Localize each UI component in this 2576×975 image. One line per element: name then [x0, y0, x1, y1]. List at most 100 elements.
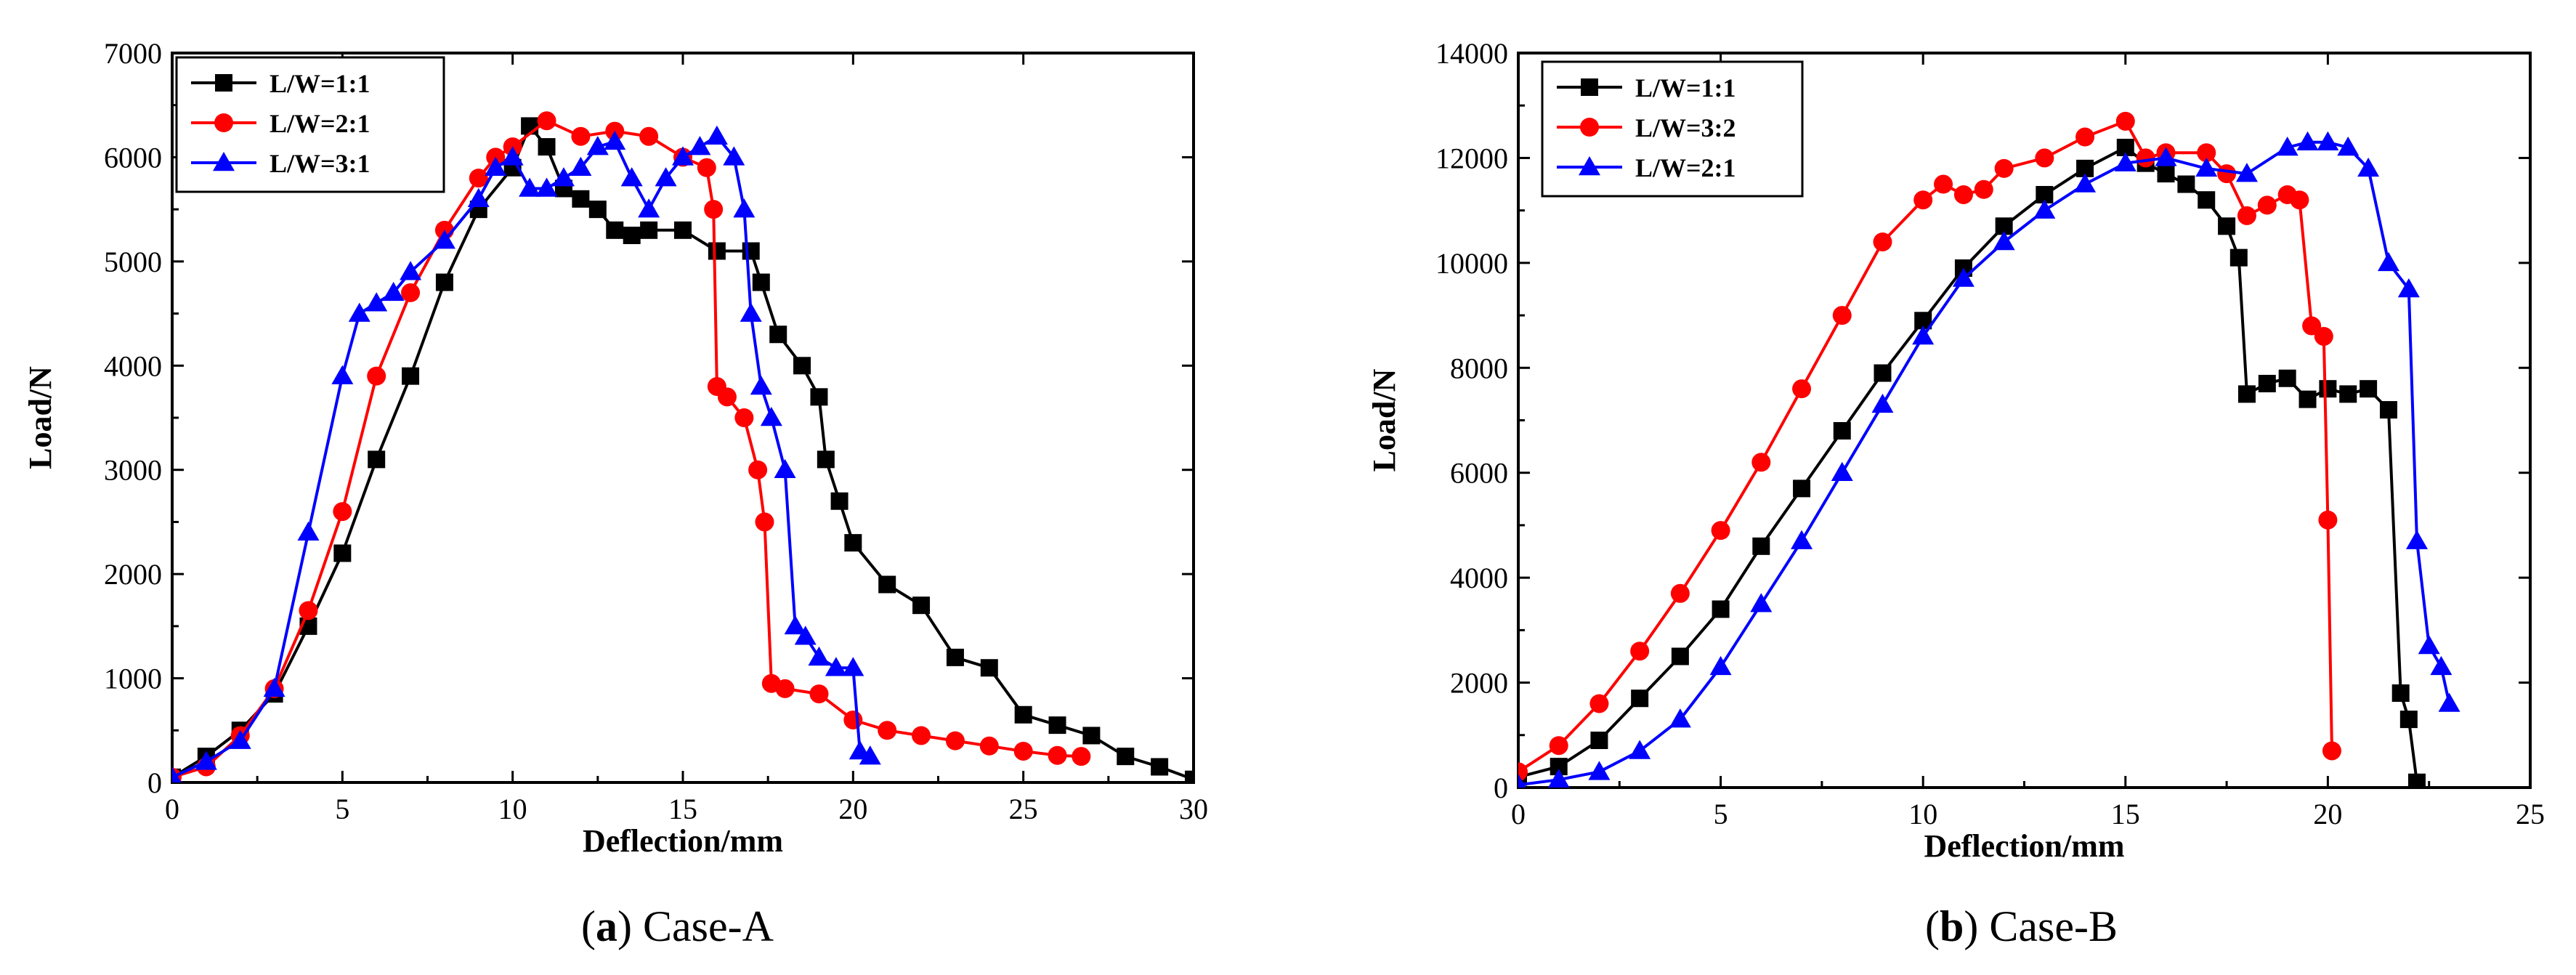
- data-point: [1791, 530, 1813, 549]
- data-point: [2278, 369, 2296, 387]
- legend-marker: [1580, 118, 1599, 137]
- data-point: [400, 261, 422, 280]
- data-point: [2197, 143, 2216, 163]
- data-point: [2339, 385, 2357, 403]
- data-point: [672, 146, 694, 166]
- series-line: [1518, 146, 2418, 783]
- data-point: [1629, 740, 1651, 759]
- data-point: [367, 366, 386, 386]
- caption-letter: b: [1940, 902, 1964, 950]
- data-point: [382, 281, 405, 302]
- data-point: [2177, 175, 2195, 193]
- data-point: [1750, 593, 1773, 612]
- legend-label: L/W=1:1: [270, 69, 370, 98]
- data-point: [604, 130, 626, 150]
- data-point: [2114, 152, 2136, 171]
- data-point: [2257, 195, 2277, 215]
- data-point: [1752, 537, 1770, 555]
- data-point: [1709, 655, 1732, 676]
- x-tick-label: 5: [1714, 798, 1728, 830]
- data-point: [1994, 158, 2014, 178]
- data-point: [2229, 248, 2248, 267]
- data-point: [2397, 278, 2420, 298]
- data-point: [1711, 521, 1730, 541]
- data-point: [1048, 745, 1067, 765]
- data-point: [2360, 380, 2378, 398]
- data-point: [2217, 164, 2237, 184]
- caption-paren-open: (: [581, 902, 596, 950]
- data-point: [2258, 374, 2276, 392]
- data-point: [469, 169, 488, 188]
- data-point: [717, 387, 737, 407]
- data-point: [2314, 326, 2333, 346]
- data-point: [2296, 131, 2319, 151]
- data-point: [2155, 147, 2177, 166]
- data-point: [639, 126, 659, 146]
- data-point: [195, 751, 217, 770]
- data-point: [1953, 185, 1973, 204]
- x-tick-label: 20: [838, 793, 867, 825]
- data-point: [1549, 736, 1568, 756]
- chart-panel-a: 0 5 10 15 20 25 30 0 1000 2000 3000 4000 5000 6000 700…: [23, 37, 1208, 950]
- data-point: [2317, 131, 2339, 151]
- data-point: [859, 745, 881, 765]
- data-point: [1117, 748, 1135, 766]
- data-point: [2235, 163, 2258, 182]
- data-point: [2218, 217, 2236, 235]
- series-group: [172, 111, 1194, 782]
- legend-marker: [214, 113, 233, 132]
- data-point: [433, 230, 455, 249]
- data-point: [674, 221, 692, 239]
- data-point: [401, 283, 421, 302]
- data-point: [794, 626, 817, 645]
- x-tick-label: 10: [1908, 798, 1937, 830]
- data-point: [1833, 421, 1851, 440]
- caption-text: Case-B: [1989, 902, 2118, 950]
- data-point: [844, 534, 862, 552]
- y-tick-label: 6000: [104, 141, 162, 174]
- data-point: [570, 156, 592, 177]
- data-point: [742, 242, 760, 260]
- data-point: [1072, 747, 1091, 766]
- legend-label: L/W=1:1: [1635, 73, 1736, 102]
- data-point: [1590, 732, 1608, 750]
- x-tick-label: 20: [2313, 798, 2342, 830]
- y-tick-label: 3000: [104, 454, 162, 487]
- x-axis-title: Deflection/mm: [583, 823, 783, 859]
- chart-panel-b: 0 5 10 15 20 25 0 2000 4000 6000 8000 10000 12000 140…: [1366, 37, 2545, 950]
- y-tick-label: 4000: [104, 349, 162, 382]
- data-point: [843, 710, 863, 729]
- data-point: [2136, 148, 2155, 168]
- caption-letter: a: [596, 902, 617, 950]
- data-point: [774, 458, 796, 478]
- data-point: [467, 187, 490, 208]
- data-point: [1630, 642, 1650, 661]
- data-point: [704, 200, 724, 219]
- y-axis-title: Load/N: [23, 366, 58, 469]
- y-tick-label: 2000: [1450, 667, 1508, 700]
- data-point: [1873, 232, 1892, 251]
- data-point: [708, 242, 726, 260]
- data-point: [365, 292, 388, 312]
- data-point: [760, 407, 782, 426]
- y-tick-label: 2000: [104, 558, 162, 591]
- y-tick-label: 8000: [1450, 352, 1508, 384]
- data-point: [331, 365, 354, 384]
- series-line: [1518, 140, 2451, 787]
- data-point: [1048, 716, 1066, 735]
- y-tick-label: 4000: [1450, 562, 1508, 594]
- legend-label: L/W=2:1: [1635, 153, 1736, 182]
- data-point: [809, 684, 829, 704]
- series-group: [1518, 111, 2460, 788]
- data-point: [2405, 530, 2428, 549]
- data-point: [2318, 510, 2338, 530]
- x-tick-label: 5: [335, 793, 349, 825]
- x-tick-label: 25: [2516, 798, 2545, 830]
- data-point: [878, 721, 897, 740]
- series-line: [1518, 119, 2333, 773]
- data-point: [697, 158, 716, 177]
- data-point: [623, 227, 641, 244]
- data-point: [793, 357, 811, 375]
- y-axis-title: Load/N: [1366, 368, 1402, 472]
- data-point: [172, 766, 182, 782]
